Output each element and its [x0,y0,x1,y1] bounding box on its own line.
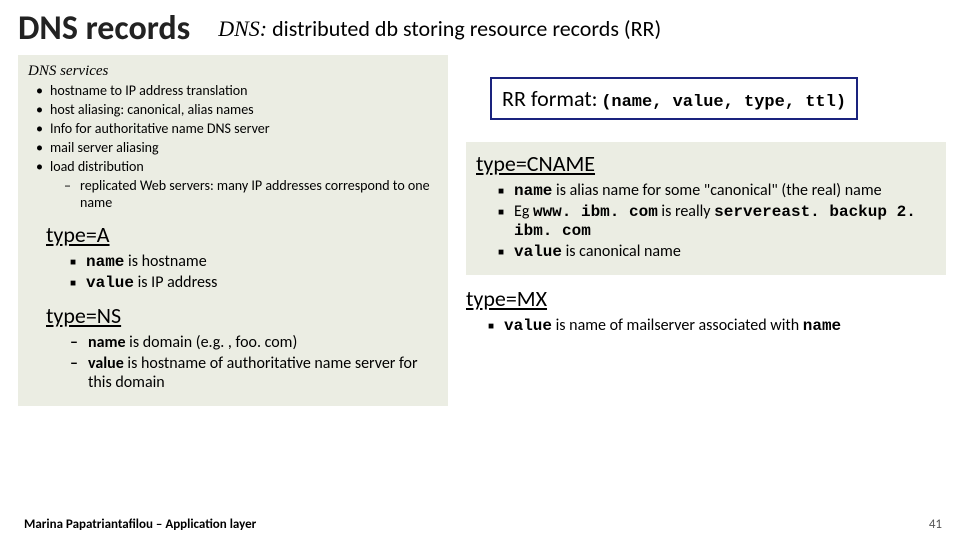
type-a-item: value is IP address [70,273,438,292]
type-a-head: type=A [46,221,438,248]
type-cname-panel: type=CNAME name is alias name for some "… [466,142,946,275]
title-row: DNS records DNS: distributed db storing … [0,0,960,55]
type-cname-item: value is canonical name [498,242,936,261]
title-sub-italic: DNS: [218,16,267,41]
services-sublist: replicated Web servers: many IP addresse… [50,177,438,211]
rr-label: RR format: [502,85,598,112]
rr-format-box: RR format: (name, value, type, ttl) [490,77,858,120]
type-cname-head: type=CNAME [476,150,936,177]
service-item: host aliasing: canonical, alias names [32,101,438,118]
type-ns-list: name is domain (e.g. , foo. com) value i… [28,333,438,392]
type-cname-list: name is alias name for some "canonical" … [476,181,936,261]
bold: value [88,354,124,373]
right-column: RR format: (name, value, type, ttl) type… [466,55,946,406]
service-item-text: load distribution [50,158,144,175]
text: is IP address [134,273,217,292]
title-main: DNS records [18,8,190,49]
services-list: hostname to IP address translation host … [28,82,438,211]
mono: name [803,317,841,335]
mono: value [504,317,552,335]
type-a-item: name is hostname [70,252,438,271]
text: is domain (e.g. , foo. com) [126,333,298,352]
type-a-list: name is hostname value is IP address [28,252,438,292]
type-mx-head: type=MX [466,285,946,312]
left-panel: DNS services hostname to IP address tran… [18,55,448,406]
service-subitem: replicated Web servers: many IP addresse… [64,177,438,211]
services-heading: DNS services [28,63,438,80]
mono: www. ibm. com [533,203,658,221]
text: is hostname of authoritative name server… [88,354,418,392]
mono: name [514,182,552,200]
type-ns-item: name is domain (e.g. , foo. com) [70,333,438,352]
service-item: load distribution replicated Web servers… [32,158,438,211]
title-sub: DNS: distributed db storing resource rec… [218,15,661,42]
type-ns-item: value is hostname of authoritative name … [70,354,438,392]
page-number: 41 [929,517,942,532]
mono: value [86,274,134,292]
footer-author: Marina Papatriantafilou – Application la… [24,517,256,532]
service-item: hostname to IP address translation [32,82,438,99]
text: is really [658,202,714,221]
content: DNS services hostname to IP address tran… [0,55,960,406]
text: is hostname [124,252,206,271]
type-cname-item: name is alias name for some "canonical" … [498,181,936,200]
title-sub-rest: distributed db storing resource records … [267,15,661,42]
text: is alias name for some "canonical" (the … [552,181,881,200]
service-item: Info for authoritative name DNS server [32,120,438,137]
bold: name [88,333,126,352]
type-cname-item: Eg www. ibm. com is really servereast. b… [498,202,936,240]
text: is canonical name [562,242,681,261]
type-mx-item: value is name of mailserver associated w… [488,316,946,335]
type-ns-head: type=NS [46,302,438,329]
text: Eg [514,202,533,221]
rr-tuple: (name, value, type, ttl) [601,93,846,112]
mono: value [514,243,562,261]
text: is name of mailserver associated with [552,316,803,335]
service-item: mail server aliasing [32,139,438,156]
mono: name [86,253,124,271]
type-mx-list: value is name of mailserver associated w… [466,316,946,335]
